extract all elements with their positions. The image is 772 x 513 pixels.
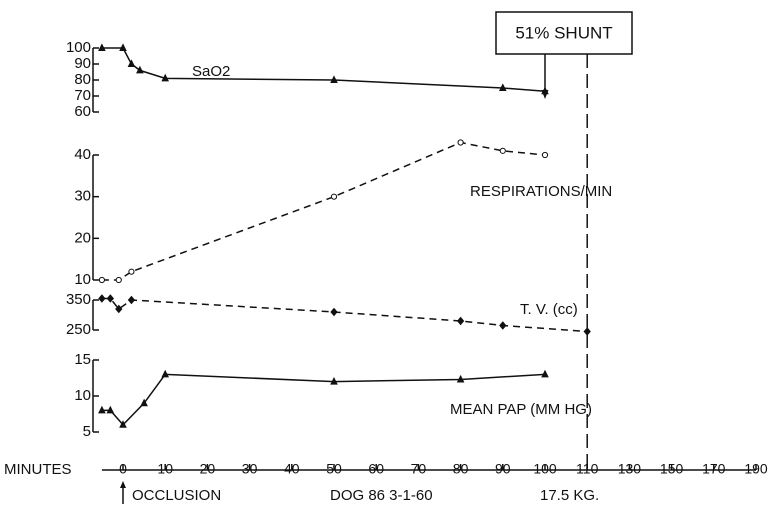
series-line: [101, 297, 588, 333]
point: [499, 147, 506, 154]
x-tick-label: 150: [660, 461, 684, 477]
point: [330, 307, 338, 317]
y-tick-label: 80: [74, 71, 91, 88]
series-line: [101, 47, 546, 92]
y-tick-label: 15: [74, 351, 91, 368]
x-tick-label: 130: [618, 461, 642, 477]
shunt-label: 51% SHUNT: [515, 23, 612, 42]
x-tick-label: 40: [284, 461, 300, 477]
y-tick-label: 250: [66, 321, 91, 338]
x-tick-label: 110: [576, 461, 599, 477]
occlusion-arrowhead: [120, 481, 126, 488]
x-tick-label: 90: [495, 461, 511, 477]
y-tick-label: 350: [66, 291, 91, 308]
x-tick-label: 30: [242, 461, 258, 477]
x-tick-label: 10: [157, 461, 173, 477]
occlusion-label: OCCLUSION: [132, 487, 221, 504]
point: [98, 294, 106, 303]
weight-label: 17.5 KG.: [540, 487, 599, 504]
y-tick-label: 100: [66, 39, 91, 56]
point: [330, 193, 338, 200]
y-tick-label: 70: [74, 87, 91, 104]
point: [98, 276, 106, 284]
x-tick-label: 0: [119, 461, 127, 477]
y-tick-label: 5: [83, 423, 91, 440]
series-line: [101, 141, 546, 281]
point: [128, 268, 135, 275]
point: [106, 294, 114, 303]
series-label: T. V. (cc): [520, 301, 578, 318]
x-tick-label: 190: [744, 461, 768, 477]
y-tick-label: 40: [74, 146, 91, 163]
x-tick-label: 100: [533, 461, 557, 477]
x-tick-label: 170: [702, 461, 726, 477]
point: [583, 327, 591, 336]
x-tick-label: 50: [326, 461, 342, 477]
series-label: MEAN PAP (MM HG): [450, 401, 592, 418]
point: [499, 321, 507, 330]
y-tick-label: 60: [74, 103, 91, 120]
y-tick-label: 20: [74, 229, 91, 246]
point: [115, 304, 123, 314]
y-tick-label: 10: [74, 271, 91, 288]
y-tick-label: 10: [74, 387, 91, 404]
point: [330, 75, 338, 83]
point: [161, 73, 170, 82]
x-tick-label: 70: [411, 461, 427, 477]
x-tick-label: 80: [453, 461, 469, 477]
x-tick-label: 60: [368, 461, 384, 477]
point: [498, 83, 507, 91]
point: [456, 374, 465, 383]
point: [541, 151, 549, 159]
point: [161, 369, 170, 378]
x-tick-label: 20: [200, 461, 216, 477]
shunt-arrowhead: [541, 90, 549, 99]
dog-label: DOG 86 3-1-60: [330, 487, 433, 504]
point: [115, 276, 122, 284]
point: [119, 43, 127, 51]
point: [457, 139, 464, 146]
y-tick-label: 30: [74, 188, 91, 205]
series-label: SaO2: [192, 63, 230, 80]
point: [98, 43, 106, 51]
shunt-box: [495, 11, 633, 55]
series-label: RESPIRATIONS/MIN: [470, 183, 612, 200]
point: [456, 316, 465, 326]
point: [136, 65, 144, 74]
point: [106, 405, 115, 414]
y-tick-label: 90: [74, 55, 91, 72]
point: [330, 376, 338, 385]
x-axis-label: MINUTES: [4, 461, 72, 478]
point: [98, 405, 106, 414]
point: [541, 369, 549, 378]
point: [119, 420, 127, 428]
point: [140, 398, 148, 407]
point: [127, 59, 136, 67]
point: [127, 295, 136, 305]
